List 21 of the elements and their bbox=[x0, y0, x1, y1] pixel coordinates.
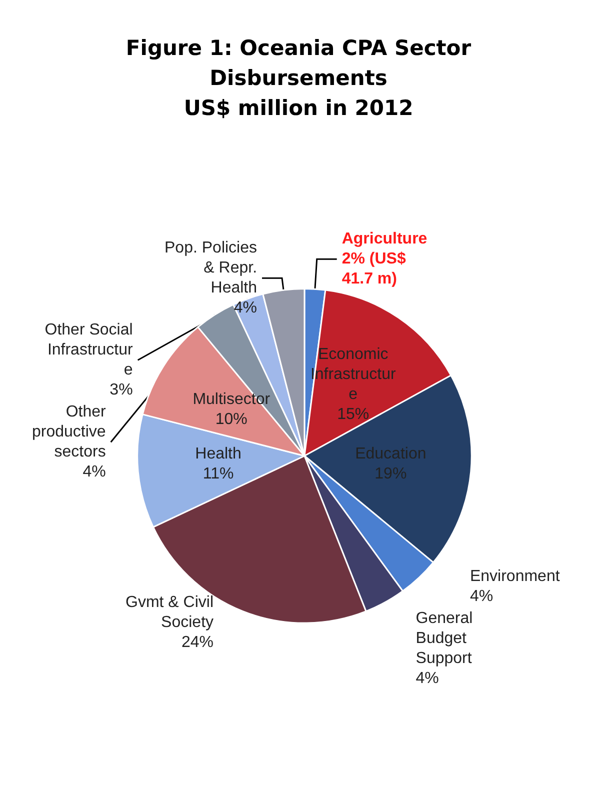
data-label: 4% bbox=[416, 670, 439, 687]
slice-label: General Budget Support bbox=[416, 610, 473, 667]
data-label: 2% (US$ 41.7 m) bbox=[342, 250, 406, 288]
data-label: 11% bbox=[202, 466, 234, 483]
slice-label: Environment bbox=[470, 568, 560, 585]
data-label: 3% bbox=[110, 382, 133, 399]
data-label: 24% bbox=[181, 634, 214, 651]
slice-label: Pop. Policies & Repr. Health bbox=[164, 240, 258, 297]
slice-label: Education bbox=[355, 446, 426, 463]
slice-label: Other productive sectors bbox=[32, 404, 107, 461]
data-label: 4% bbox=[234, 300, 258, 317]
slice-label: Gvmt & Civil Society bbox=[126, 594, 214, 631]
slice-label: Agriculture bbox=[342, 230, 428, 248]
data-label: 4% bbox=[470, 588, 494, 605]
chart-title: Figure 1: Oceania CPA Sector Disbursements US$ million in 2012 bbox=[126, 36, 472, 120]
slice-label: Other Social Infrastructur e bbox=[44, 322, 134, 379]
data-label: 15% bbox=[337, 406, 370, 423]
slice-label: Health bbox=[195, 446, 242, 463]
data-label: 10% bbox=[215, 410, 248, 428]
data-label: 19% bbox=[374, 466, 407, 483]
data-label: 4% bbox=[82, 464, 106, 481]
